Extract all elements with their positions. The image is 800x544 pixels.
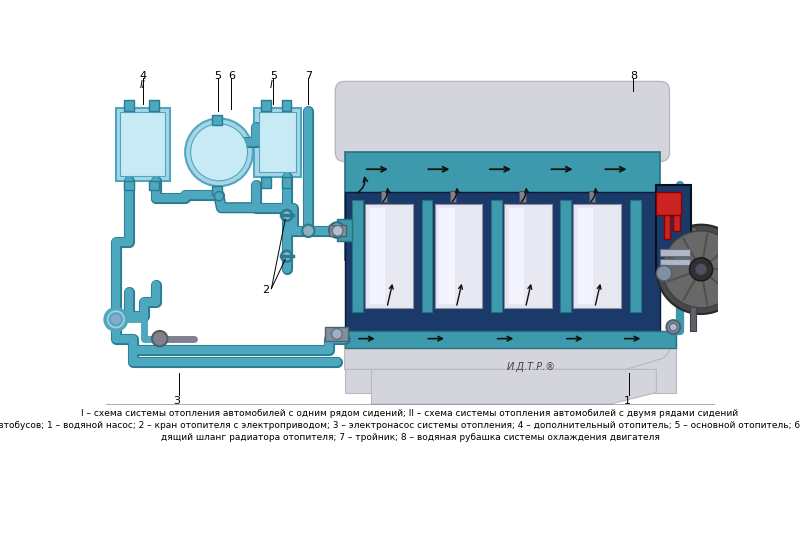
Circle shape (110, 313, 122, 325)
Bar (504, 204, 552, 308)
Bar (366, 204, 413, 308)
Bar (212, 115, 222, 125)
Text: И.Д.Т.Р.®: И.Д.Т.Р.® (507, 362, 556, 372)
Bar (326, 327, 349, 341)
Bar (450, 191, 456, 202)
Bar (345, 343, 676, 393)
Text: 4: 4 (140, 71, 147, 82)
Circle shape (656, 265, 672, 281)
Text: дящий шланг радиатора отопителя; 7 – тройник; 8 – водяная рубашка системы охлажд: дящий шланг радиатора отопителя; 7 – тро… (161, 432, 659, 442)
Circle shape (302, 225, 314, 237)
Bar (345, 193, 660, 343)
Bar (345, 331, 676, 348)
Bar (656, 193, 681, 215)
Text: и автобусов; 1 – водяной насос; 2 – кран отопителя с электроприводом; 3 – электр: и автобусов; 1 – водяной насос; 2 – кран… (0, 421, 800, 430)
Text: 2: 2 (262, 285, 270, 295)
Circle shape (185, 119, 253, 186)
Text: 6: 6 (228, 71, 235, 82)
Circle shape (329, 222, 345, 238)
Bar (345, 152, 660, 260)
Text: 3: 3 (173, 397, 180, 406)
Bar (370, 208, 386, 304)
Bar (422, 200, 432, 312)
Bar (116, 108, 170, 181)
Bar (124, 100, 134, 111)
Circle shape (105, 308, 126, 330)
Polygon shape (345, 343, 676, 369)
Bar (674, 215, 679, 231)
Text: 5: 5 (214, 71, 222, 82)
Text: 7: 7 (306, 71, 313, 82)
Bar (434, 204, 482, 308)
Circle shape (690, 258, 713, 281)
Text: 5: 5 (270, 71, 277, 82)
Bar (149, 100, 159, 111)
Bar (121, 112, 165, 176)
Circle shape (332, 225, 343, 236)
Bar (149, 181, 159, 190)
Circle shape (331, 329, 342, 339)
Bar (329, 225, 346, 236)
FancyBboxPatch shape (335, 82, 670, 162)
Text: II: II (140, 80, 146, 90)
Bar (124, 181, 134, 190)
Circle shape (695, 263, 707, 275)
Bar (660, 249, 690, 256)
Bar (660, 259, 690, 265)
Circle shape (666, 320, 680, 334)
Bar (630, 200, 641, 312)
Text: 8: 8 (630, 71, 638, 82)
Bar (381, 191, 387, 202)
Text: I – схема системы отопления автомобилей с одним рядом сидений; II – схема систем: I – схема системы отопления автомобилей … (82, 410, 738, 418)
Bar (352, 200, 363, 312)
Bar (664, 215, 670, 238)
Bar (282, 100, 291, 111)
Circle shape (214, 191, 224, 201)
Circle shape (670, 323, 677, 331)
Bar (262, 100, 270, 111)
Polygon shape (371, 369, 656, 404)
Bar (560, 200, 571, 312)
Bar (337, 219, 352, 241)
Circle shape (657, 225, 746, 314)
Bar (589, 191, 594, 202)
Bar (574, 204, 621, 308)
Bar (519, 191, 526, 202)
Bar (578, 208, 594, 304)
Bar (282, 177, 291, 188)
Bar (259, 112, 296, 172)
Circle shape (190, 124, 247, 181)
Bar (509, 208, 524, 304)
Bar (491, 200, 502, 312)
Bar (439, 208, 454, 304)
Bar (254, 108, 301, 177)
Text: I: I (270, 80, 273, 90)
Circle shape (282, 210, 292, 221)
Circle shape (662, 231, 739, 308)
Text: 1: 1 (624, 397, 630, 406)
Circle shape (282, 251, 292, 262)
Bar (690, 227, 696, 331)
Bar (656, 184, 691, 273)
Bar (212, 186, 222, 195)
Circle shape (152, 331, 167, 347)
Bar (262, 177, 270, 188)
